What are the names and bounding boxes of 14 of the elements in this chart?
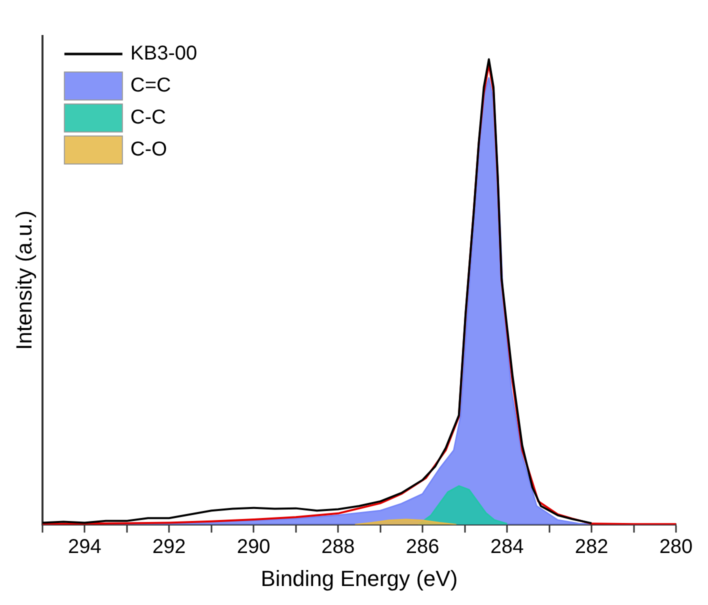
x-axis-title: Binding Energy (eV) xyxy=(260,566,458,591)
x-tick-label: 282 xyxy=(574,536,608,558)
x-tick-label: 288 xyxy=(321,536,355,558)
legend-label: C-C xyxy=(130,106,166,129)
legend-label: C-O xyxy=(130,138,168,161)
x-tick-label: 294 xyxy=(68,536,102,558)
x-tick-label: 292 xyxy=(152,536,186,558)
x-tick-label: 286 xyxy=(406,536,440,558)
legend-label: C=C xyxy=(130,74,171,97)
x-tick-label: 280 xyxy=(659,536,693,558)
x-tick-label: 290 xyxy=(236,536,270,558)
x-tick-label: 284 xyxy=(490,536,524,558)
y-axis-title: Intensity (a.u.) xyxy=(11,210,36,350)
legend-label: KB3-00 xyxy=(130,42,198,65)
